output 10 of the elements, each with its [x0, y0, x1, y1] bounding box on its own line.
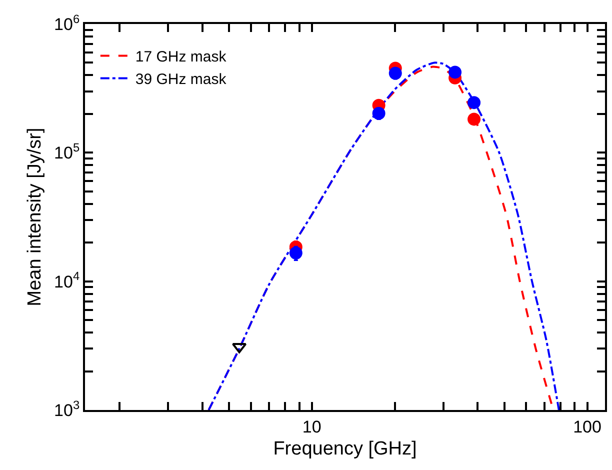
y-tick-label: 10$^{3}$ [54, 398, 80, 420]
x-tick-label: 10 [302, 417, 322, 436]
legend-label: 17 GHz mask [135, 48, 227, 66]
y-tick-label: 10$^{6}$ [54, 12, 80, 34]
y-tick-label: 10$^{5}$ [54, 140, 80, 163]
y-axis-title: Mean intensity [Jy/sr] [24, 128, 46, 306]
x-axis-title: Frequency [GHz] [273, 438, 417, 460]
x-tick-label: 100 [573, 417, 602, 436]
legend-label: 39 GHz mask [135, 71, 227, 88]
y-tick-label: 10$^{4}$ [54, 269, 80, 292]
